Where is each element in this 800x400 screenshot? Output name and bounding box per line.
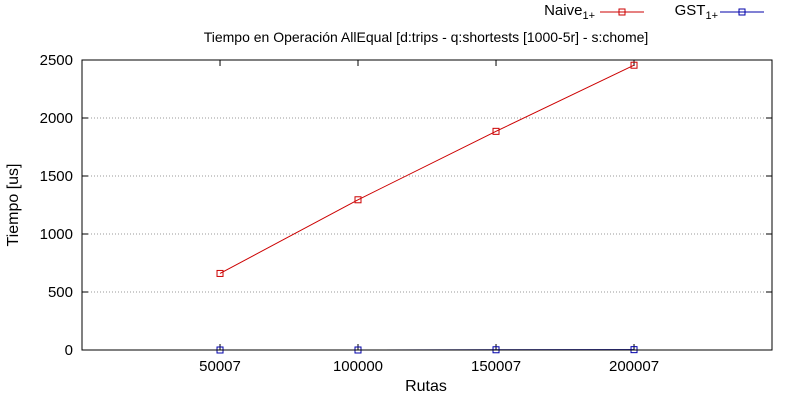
series-naive: [216, 61, 638, 277]
x-axis: 50007 100000 150007 200007: [199, 60, 659, 375]
y-tick-label: 2500: [40, 52, 73, 69]
y-axis: 0 500 1000 1500 2000 2500: [40, 52, 772, 359]
legend-marker-gst: [738, 8, 746, 16]
y-tick-label: 2000: [40, 110, 73, 127]
y-tick-label: 0: [65, 342, 73, 359]
x-axis-label: Rutas: [405, 378, 447, 395]
grid: [82, 117, 772, 293]
y-axis-label: Tiempo [us]: [5, 164, 22, 247]
data-point: [630, 61, 638, 69]
y-tick-label: 1500: [40, 168, 73, 185]
x-tick-label: 100000: [333, 358, 383, 375]
data-point: [354, 196, 362, 204]
data-point: [216, 269, 224, 277]
series-line: [219, 64, 635, 274]
plot-frame: [81, 59, 773, 351]
legend-marker-naive: [618, 8, 626, 16]
y-tick-label: 1000: [40, 226, 73, 243]
legend-label-naive: Naive1+: [544, 2, 595, 22]
series-layer: [216, 61, 638, 354]
chart-title: Tiempo en Operación AllEqual [d:trips - …: [204, 29, 649, 45]
x-tick-label: 200007: [609, 358, 659, 375]
x-tick-label: 150007: [471, 358, 521, 375]
legend-label-gst: GST1+: [675, 2, 718, 22]
data-point: [492, 127, 500, 135]
y-tick-label: 500: [48, 284, 73, 301]
legend: Naive1+ GST1+: [544, 2, 764, 22]
x-tick-label: 50007: [199, 358, 241, 375]
